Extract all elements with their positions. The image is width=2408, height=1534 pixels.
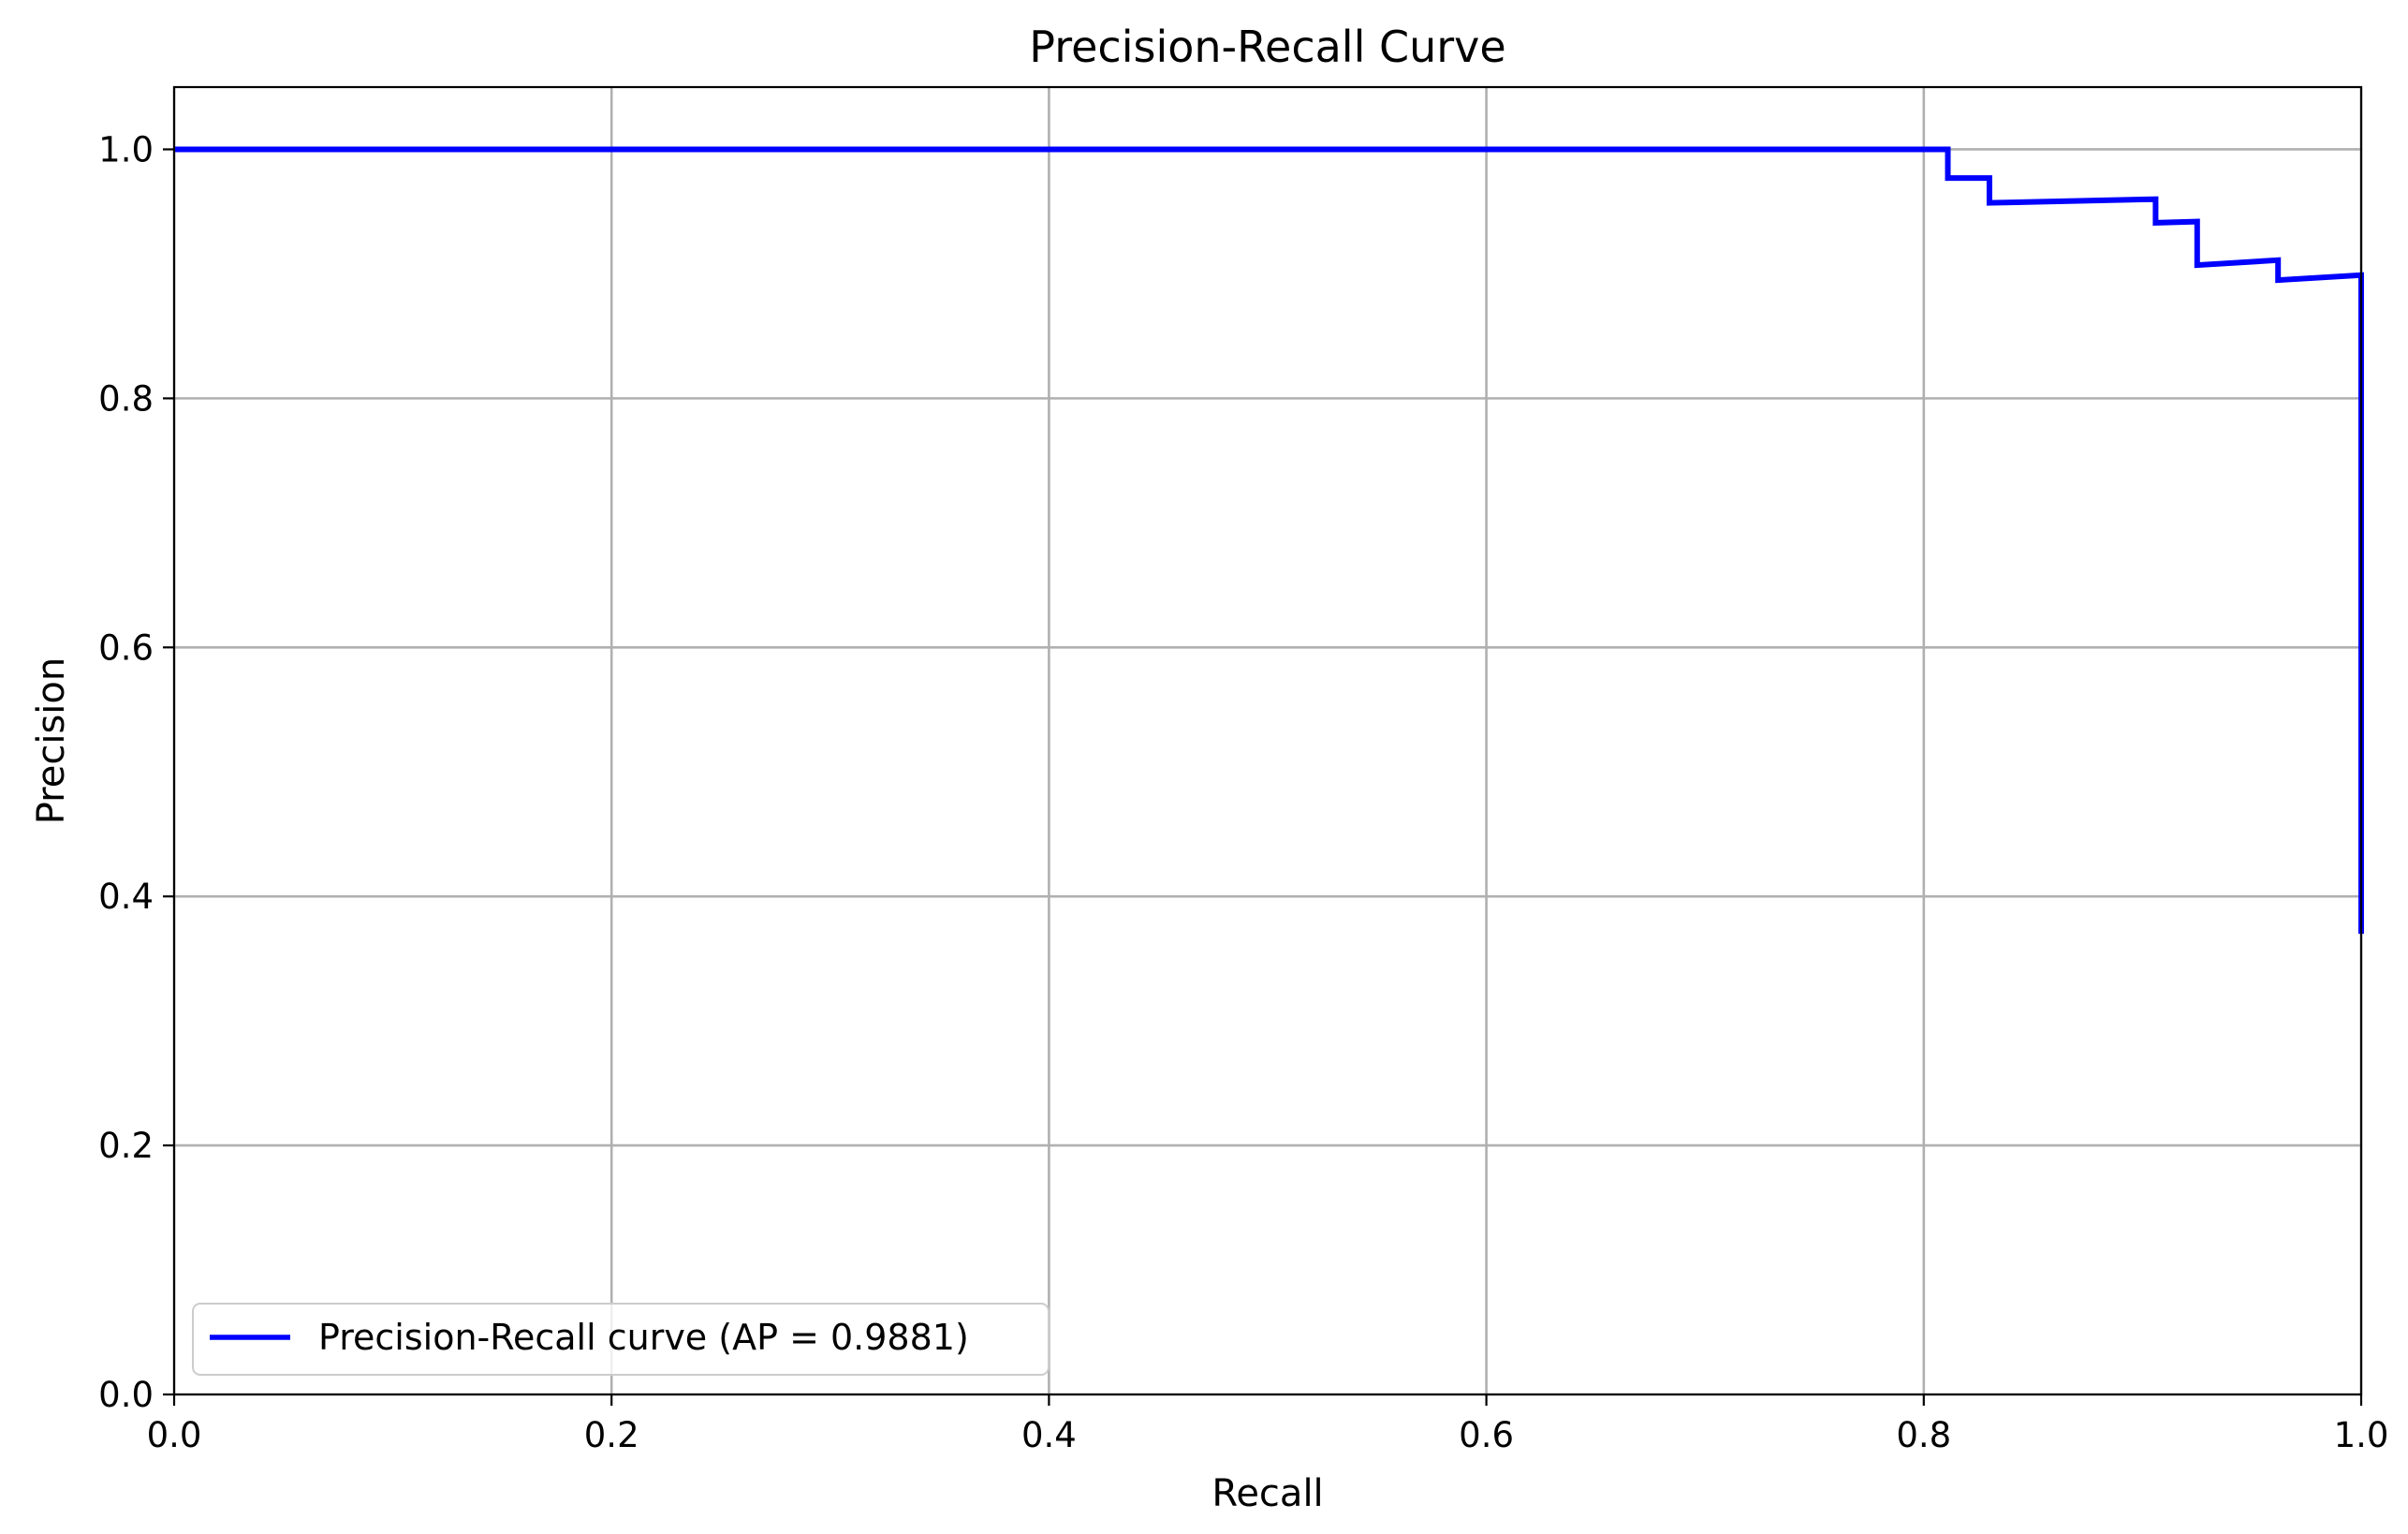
x-tick-label: 0.8 bbox=[1896, 1415, 1951, 1455]
y-tick-label: 0.2 bbox=[98, 1126, 154, 1166]
plot-frame bbox=[172, 85, 2363, 1396]
x-tick-label: 0.0 bbox=[147, 1415, 202, 1455]
y-tick-label: 0.8 bbox=[98, 378, 154, 419]
x-axis-label: Recall bbox=[1211, 1472, 1323, 1515]
chart-title: Precision-Recall Curve bbox=[1029, 22, 1505, 72]
ticks: 0.0 0.2 0.4 0.6 0.8 1.0 0.0 0.2 0.4 0.6 0.8 1.0 bbox=[98, 129, 2388, 1455]
legend: Precision-Recall curve (AP = 0.9881) bbox=[192, 1303, 1050, 1376]
x-tick-label: 1.0 bbox=[2334, 1415, 2389, 1455]
legend-box bbox=[192, 1303, 1050, 1376]
legend-label: Precision-Recall curve (AP = 0.9881) bbox=[318, 1317, 969, 1358]
x-tick-label: 0.6 bbox=[1459, 1415, 1514, 1455]
x-tick-label: 0.2 bbox=[584, 1415, 639, 1455]
y-axis-label: Precision bbox=[30, 657, 73, 824]
x-tick-label: 0.4 bbox=[1021, 1415, 1077, 1455]
series-layer bbox=[174, 146, 2364, 935]
y-tick-label: 1.0 bbox=[98, 129, 154, 170]
y-tick-label: 0.0 bbox=[98, 1375, 154, 1415]
y-tick-label: 0.4 bbox=[98, 877, 154, 917]
y-tick-label: 0.6 bbox=[98, 627, 154, 668]
pr-curve-line bbox=[174, 146, 2364, 935]
